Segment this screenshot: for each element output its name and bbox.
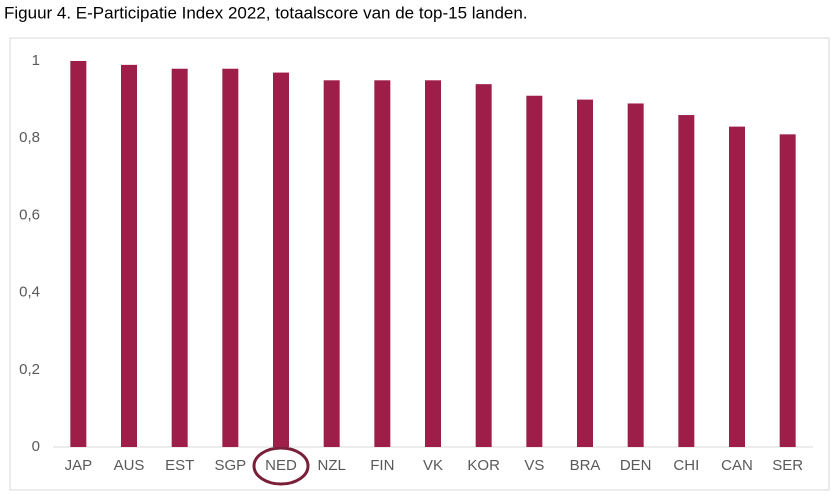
x-tick-label: SER [772,457,803,474]
bar [526,95,543,448]
highlight-circle [252,446,310,486]
bar [425,80,441,448]
chart-title: Figuur 4. E-Participatie Index 2022, tot… [4,3,528,22]
x-tick-label: JAP [65,457,93,474]
bar [779,134,796,447]
bar [577,99,593,447]
bar [729,126,745,448]
x-tick-label: EST [165,457,194,474]
bar [121,64,137,448]
bar [171,68,188,447]
y-tick-label: 0,8 [19,129,40,146]
y-tick-label: 1 [32,52,40,69]
bar [374,80,391,448]
x-tick-label: NZL [317,457,345,474]
y-tick-label: 0,4 [19,284,40,301]
x-tick-label: SGP [214,457,246,474]
bar [678,115,695,447]
y-tick-label: 0,2 [19,361,40,378]
bar [475,84,492,447]
x-tick-label: VK [423,457,443,474]
y-tick-label: 0 [32,438,40,455]
chart-frame [9,37,830,491]
x-tick-label: CAN [721,457,753,474]
y-tick-label: 0,6 [19,206,40,223]
x-tick-label: NED [265,457,297,474]
x-tick-label: VS [524,457,544,474]
bar [273,72,289,447]
bar [627,103,644,448]
x-tick-label: AUS [114,457,145,474]
bar [222,68,239,447]
bar [70,61,87,447]
x-tick-label: DEN [620,457,652,474]
x-tick-label: CHI [673,457,699,474]
x-tick-label: KOR [467,457,500,474]
bar [323,80,340,448]
x-tick-label: BRA [570,457,601,474]
x-tick-label: FIN [370,457,394,474]
